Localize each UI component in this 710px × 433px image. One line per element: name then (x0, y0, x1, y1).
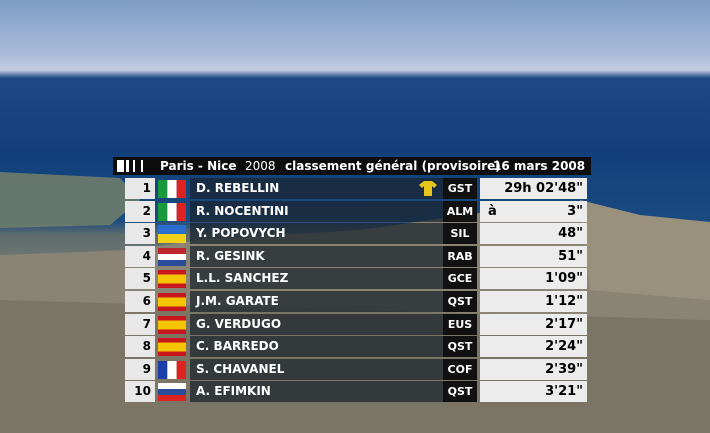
standings-row: 10 A. EFIMKIN QST 3'21" (125, 381, 587, 403)
standings-row: 7 G. VERDUGO EUS 2'17" (125, 313, 587, 335)
rank: 10 (125, 381, 155, 403)
rank: 6 (125, 291, 155, 312)
time-prefix: à (488, 203, 497, 219)
country-flag (158, 338, 186, 357)
rider-name: R. NOCENTINI (190, 200, 443, 222)
country-flag (158, 360, 186, 379)
standings-row: 9 S. CHAVANEL COF 2'39" (125, 358, 587, 380)
team-code: COF (443, 358, 477, 380)
time-gap: 1'09" (480, 268, 587, 290)
team-code: QST (443, 336, 477, 358)
rank: 9 (125, 358, 155, 380)
rider-name: J.M. GARATE (190, 291, 443, 312)
rider-name: C. BARREDO (190, 336, 443, 358)
header-bar: Paris - Nice 2008 classement général (pr… (113, 157, 591, 175)
team-code: GCE (443, 268, 477, 290)
rider-name: S. CHAVANEL (190, 358, 443, 380)
standings-title: classement général (provisoire) (285, 159, 501, 173)
time-value: 29h 02'48" (504, 181, 583, 196)
team-code: GST (443, 178, 477, 199)
country-flag (158, 180, 186, 198)
team-code: RAB (443, 245, 477, 267)
rider-name: Y. POPOVYCH (190, 223, 443, 245)
time-value: 1'12" (545, 294, 583, 309)
time-gap: à 3" (480, 200, 587, 222)
broadcaster-logo (117, 160, 143, 172)
country-flag (158, 383, 186, 402)
rank: 3 (125, 223, 155, 245)
yellow-jersey-icon (419, 181, 437, 203)
rank: 2 (125, 200, 155, 222)
country-flag (158, 270, 186, 289)
race-year: 2008 (245, 159, 276, 173)
country-flag (158, 247, 186, 266)
rank: 8 (125, 336, 155, 358)
rank: 5 (125, 268, 155, 290)
time-value: 48" (558, 226, 583, 242)
time-value: 2'39" (545, 361, 583, 377)
time-gap: 29h 02'48" (480, 178, 587, 199)
country-flag (158, 202, 186, 221)
team-code: ALM (443, 200, 477, 222)
time-gap: 2'17" (480, 313, 587, 335)
team-code: EUS (443, 313, 477, 335)
rider-name: D. REBELLIN (190, 178, 443, 199)
time-gap: 51" (480, 245, 587, 267)
standings-row: 2 R. NOCENTINI ALM à 3" (125, 200, 587, 222)
date: 16 mars 2008 (493, 159, 586, 173)
race-name: Paris - Nice (160, 159, 237, 173)
time-value: 51" (558, 248, 583, 264)
time-gap: 2'39" (480, 358, 587, 380)
time-value: 3'21" (545, 384, 583, 400)
standings-row: 1 D. REBELLIN GST 29h 02'48" (125, 178, 587, 199)
rider-name: L.L. SANCHEZ (190, 268, 443, 290)
time-value: 1'09" (545, 271, 583, 287)
standings-row: 8 C. BARREDO QST 2'24" (125, 336, 587, 358)
time-gap: 2'24" (480, 336, 587, 358)
rider-name: R. GESINK (190, 245, 443, 267)
rank: 7 (125, 313, 155, 335)
country-flag (158, 225, 186, 244)
time-gap: 3'21" (480, 381, 587, 403)
country-flag (158, 293, 186, 311)
rider-name: A. EFIMKIN (190, 381, 443, 403)
time-value: 2'17" (545, 316, 583, 332)
time-value: 2'24" (545, 339, 583, 355)
rank: 1 (125, 178, 155, 199)
country-flag (158, 315, 186, 334)
team-code: QST (443, 381, 477, 403)
rider-name: G. VERDUGO (190, 313, 443, 335)
standings-row: 4 R. GESINK RAB 51" (125, 245, 587, 267)
standings-row: 6 J.M. GARATE QST 1'12" (125, 291, 587, 312)
standings-row: 3 Y. POPOVYCH SIL 48" (125, 223, 587, 245)
time-gap: 1'12" (480, 291, 587, 312)
rank: 4 (125, 245, 155, 267)
time-value: 3" (567, 203, 583, 219)
team-code: QST (443, 291, 477, 312)
time-gap: 48" (480, 223, 587, 245)
standings-row: 5 L.L. SANCHEZ GCE 1'09" (125, 268, 587, 290)
team-code: SIL (443, 223, 477, 245)
